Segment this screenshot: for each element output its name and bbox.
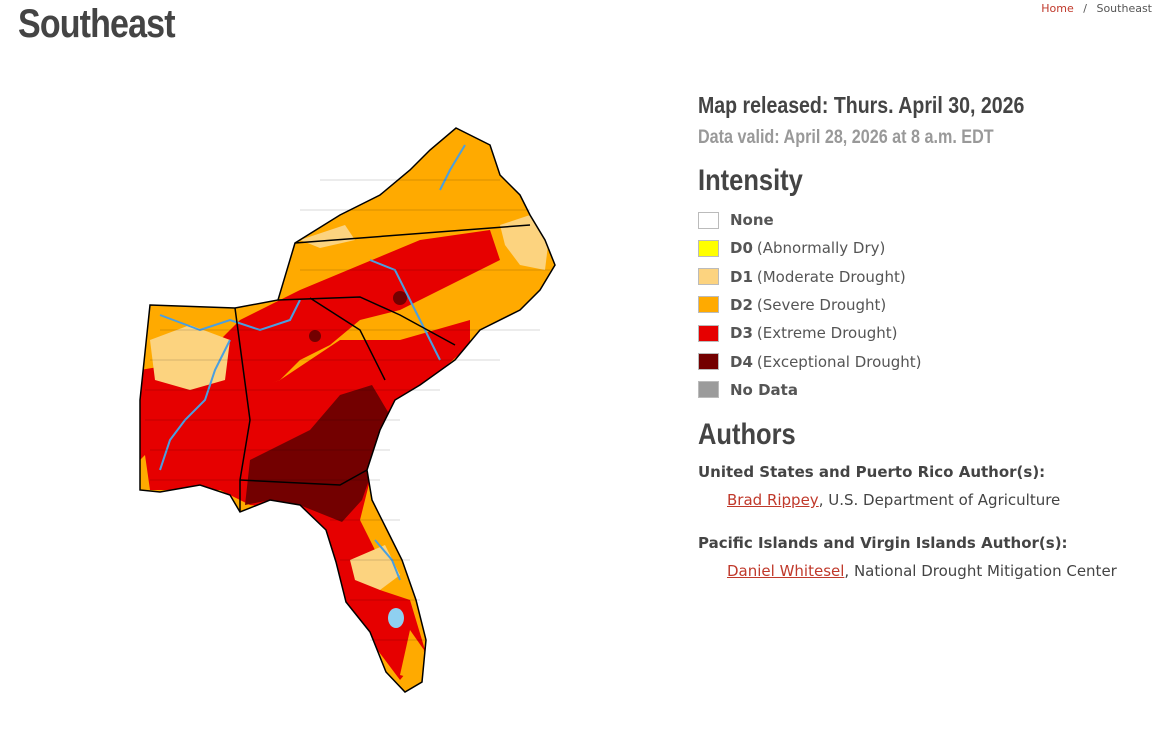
legend-swatch [698, 296, 719, 314]
lake [388, 608, 404, 628]
legend-code: No Data [730, 380, 798, 399]
d2-area [400, 630, 424, 680]
legend-item: No Data [698, 380, 798, 400]
map-released: Map released: Thurs. April 30, 2026 [698, 92, 1025, 118]
d1-area [150, 325, 230, 390]
legend-item: D0 (Abnormally Dry) [698, 238, 885, 258]
author-link[interactable]: Daniel Whitesel [727, 562, 845, 580]
author: Brad Rippey, U.S. Department of Agricult… [727, 491, 1060, 509]
legend-code: D0 [730, 239, 753, 258]
author-affiliation: , U.S. Department of Agriculture [818, 491, 1061, 509]
breadcrumb: Home / Southeast [1041, 2, 1152, 15]
legend-swatch [698, 381, 719, 399]
author-affiliation: , National Drought Mitigation Center [844, 562, 1117, 580]
author-link[interactable]: Brad Rippey [727, 491, 819, 509]
legend-description: (Extreme Drought) [756, 324, 898, 343]
authors-title: Authors [698, 418, 796, 451]
legend-code: D2 [730, 295, 753, 314]
home-link[interactable]: Home [1041, 2, 1074, 15]
page-title: Southeast [18, 2, 176, 46]
author-group-label: United States and Puerto Rico Author(s): [698, 463, 1046, 481]
legend-item: D4 (Exceptional Drought) [698, 352, 922, 372]
rivers [159, 144, 466, 581]
legend-item: None [698, 210, 774, 230]
legend-description: (Abnormally Dry) [756, 239, 886, 258]
legend-swatch [698, 239, 719, 257]
legend-swatch [698, 211, 719, 229]
breadcrumb-current: Southeast [1096, 2, 1152, 15]
legend-description: (Moderate Drought) [756, 267, 906, 286]
d4-area [309, 330, 321, 342]
data-valid: Data valid: April 28, 2026 at 8 a.m. EDT [698, 127, 994, 148]
legend-swatch [698, 324, 719, 342]
legend-item: D1 (Moderate Drought) [698, 267, 906, 287]
d4-area [245, 385, 388, 522]
legend-description: (Severe Drought) [756, 295, 887, 314]
d1-area [350, 545, 400, 590]
legend-code: D3 [730, 324, 753, 343]
legend-code: D1 [730, 267, 753, 286]
author-group-label: Pacific Islands and Virgin Islands Autho… [698, 534, 1068, 552]
author: Daniel Whitesel, National Drought Mitiga… [727, 562, 1117, 580]
breadcrumb-separator: / [1083, 2, 1087, 15]
legend-item: D2 (Severe Drought) [698, 295, 886, 315]
d4-area [393, 291, 407, 305]
legend-description: (Exceptional Drought) [756, 352, 922, 371]
legend-item: D3 (Extreme Drought) [698, 323, 898, 343]
d3-area [140, 230, 500, 460]
legend-code: D4 [730, 352, 753, 371]
legend-code: None [730, 211, 774, 229]
county-borders [145, 179, 550, 641]
legend-swatch [698, 268, 719, 286]
legend-swatch [698, 353, 719, 370]
legend-title: Intensity [698, 164, 803, 197]
drought-map [139, 127, 556, 693]
d1-area [500, 215, 548, 270]
